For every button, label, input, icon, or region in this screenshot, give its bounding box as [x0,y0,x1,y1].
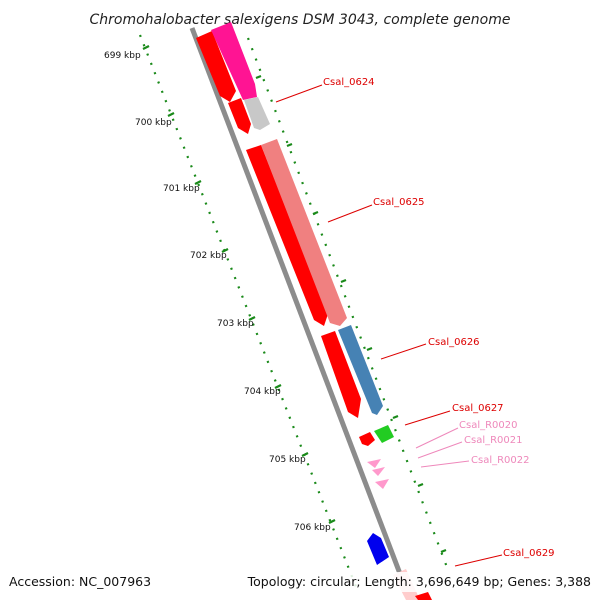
kbp-label: 702 kbp [190,251,227,261]
kbp-tick [328,519,336,524]
leader-line [415,427,459,449]
map-title: Chromohalobacter salexigens DSM 3043, co… [90,12,511,28]
kbp-label: 704 kbp [244,387,281,397]
outer-tick [312,210,319,216]
kbp-tick [221,248,229,253]
kbp-label: 706 kbp [294,523,331,533]
topology-text: Topology: circular; Length: 3,696,649 bp… [247,574,591,589]
rna-csal-r0022[interactable] [375,479,389,489]
gene-labels: Csal_0624 Csal_0625 Csal_0626 Csal_0627 … [323,77,555,559]
outer-tick [417,482,424,488]
feature-green[interactable] [374,425,394,443]
kbp-tick [194,180,202,185]
kbp-label: 699 kbp [104,51,141,61]
kbp-tick [167,112,175,117]
feature-grey[interactable] [244,97,270,130]
gene-label-csal-0629[interactable]: Csal_0629 [503,548,555,559]
kbp-tick [248,316,256,321]
kbp-label: 701 kbp [163,184,200,194]
leader-line [404,410,451,426]
outer-ticks [255,74,447,554]
leader-line [327,204,373,223]
gene-arrow-csal-0627[interactable] [359,432,375,446]
outer-tick [255,74,262,80]
outer-tick [440,548,447,554]
gene-arrow-csal-0628[interactable] [367,533,389,565]
outer-tick [366,346,373,352]
leader-line [454,554,503,567]
scale-ticks: 699 kbp 700 kbp 701 kbp 702 kbp 703 kbp … [104,45,336,533]
leader-lines [275,84,503,567]
leader-line [420,460,470,468]
leader-line [417,441,463,459]
kbp-tick [301,452,309,457]
gene-arrow-csal-0626[interactable] [321,331,361,418]
outer-tick [392,414,399,420]
gene-arrow-csal-0625[interactable] [246,145,328,326]
accession-text: Accession: NC_007963 [9,574,151,589]
kbp-label: 703 kbp [217,319,254,329]
kbp-tick [142,45,150,50]
gene-label-csal-r0021[interactable]: Csal_R0021 [464,435,523,446]
gene-label-csal-0624[interactable]: Csal_0624 [323,77,375,88]
feature-steelblue[interactable] [338,325,383,415]
gene-label-csal-r0022[interactable]: Csal_R0022 [471,455,530,466]
leader-line [275,84,323,103]
leader-line [380,343,427,360]
kbp-label: 705 kbp [269,455,306,465]
gene-label-csal-r0020[interactable]: Csal_R0020 [459,420,518,431]
feature-red-0629-tail[interactable] [415,592,432,600]
gene-arrow-csal-0624[interactable] [228,98,251,134]
kbp-label: 700 kbp [135,118,172,128]
outer-tick [286,142,293,148]
outer-tick [340,278,347,284]
genome-backbone [189,27,413,600]
gene-label-csal-0625[interactable]: Csal_0625 [373,197,425,208]
reverse-strand-features [196,31,389,565]
rna-csal-r0021[interactable] [372,467,385,476]
kbp-tick [274,384,282,389]
genome-map: 699 kbp 700 kbp 701 kbp 702 kbp 703 kbp … [104,22,555,600]
gene-label-csal-0626[interactable]: Csal_0626 [428,337,480,348]
footer: Accession: NC_007963 Topology: circular;… [9,572,600,592]
feature-salmon[interactable] [261,139,347,326]
gene-arrow-csal-0623[interactable] [196,31,236,102]
rna-csal-r0020[interactable] [367,459,381,468]
feature-magenta[interactable] [211,22,257,100]
gene-label-csal-0627[interactable]: Csal_0627 [452,403,504,414]
footer-backdrop [252,572,600,592]
outer-ring-dots [246,37,450,571]
